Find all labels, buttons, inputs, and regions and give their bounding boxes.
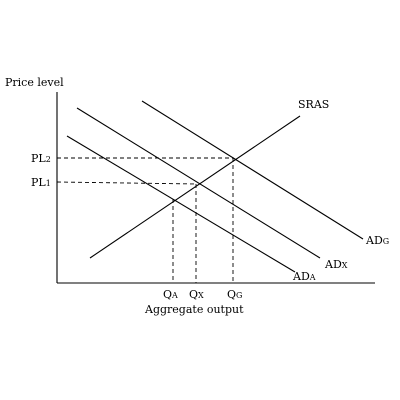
pl2-label: PL2 xyxy=(31,152,51,165)
qg-label: QG xyxy=(227,288,242,301)
qa-label: QA xyxy=(163,288,178,301)
sras-label: SRAS xyxy=(298,98,329,111)
sras-curve xyxy=(90,116,300,258)
qx-label: QX xyxy=(189,288,204,301)
adx-label: ADX xyxy=(324,258,348,271)
ada-label: ADA xyxy=(292,270,316,283)
adg-curve xyxy=(142,101,363,239)
pl1-guide xyxy=(57,182,197,184)
ada-curve xyxy=(67,136,295,272)
adg-label: ADG xyxy=(365,234,389,247)
y-axis-label: Price level xyxy=(5,76,64,89)
pl1-label: PL1 xyxy=(31,176,51,189)
x-axis-label: Aggregate output xyxy=(144,303,244,316)
